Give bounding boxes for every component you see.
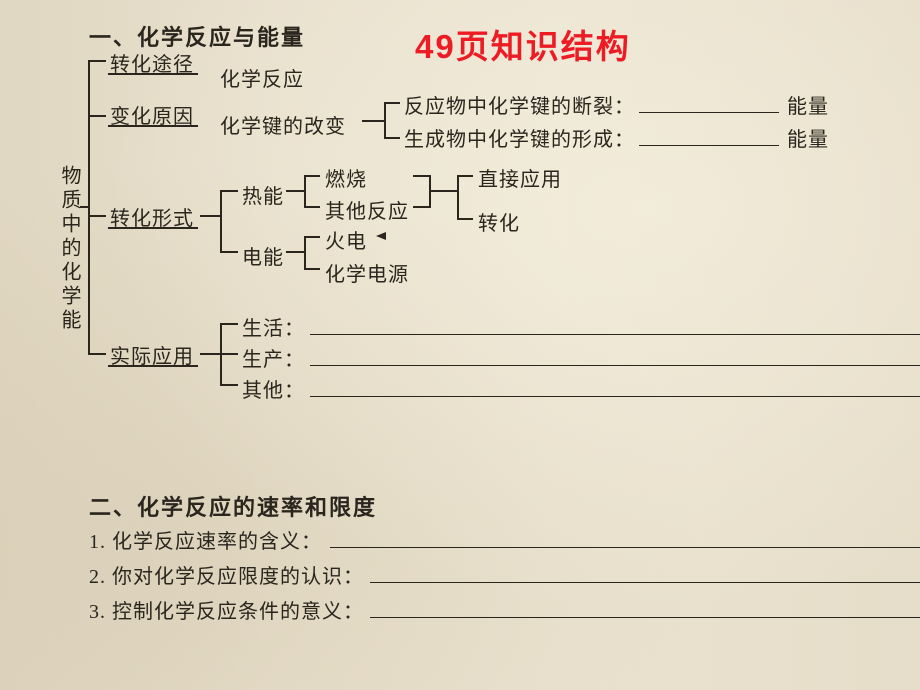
b3-conv: 转化 xyxy=(478,207,520,236)
b3-heat-stub xyxy=(286,190,304,192)
b2-underline xyxy=(108,125,198,127)
b4-prod: 生产： xyxy=(242,343,305,372)
b4-underline xyxy=(108,365,198,367)
b3-elec-t1 xyxy=(304,236,320,238)
b3-brk1-stub xyxy=(200,215,220,217)
b3-comb: 燃烧 xyxy=(325,163,367,192)
b3-right-o2 xyxy=(457,218,473,220)
b3-heat-v xyxy=(304,175,306,208)
section2-title: 二、化学反应的速率和限度 xyxy=(89,490,377,522)
b4-other: 其他： xyxy=(242,374,305,403)
b3-heat-t2 xyxy=(304,206,320,208)
b2-sub1: 反应物中化学键的断裂： 能量 xyxy=(404,90,829,119)
b3-elec-v xyxy=(304,236,306,270)
b3-chem: 化学电源 xyxy=(325,258,409,287)
b1-underline xyxy=(108,73,198,75)
b4-brk-t2 xyxy=(220,353,238,355)
b4-brk-stub xyxy=(200,353,220,355)
s2-q1: 1. 化学反应速率的含义： xyxy=(89,525,322,554)
blank-icon xyxy=(639,112,779,113)
b3-brk1-t1 xyxy=(220,190,238,192)
b3-heat: 热能 xyxy=(242,180,284,209)
b2-sub1-text: 反应物中化学键的断裂： xyxy=(404,96,635,118)
s2-q2: 2. 你对化学反应限度的认识： xyxy=(89,560,364,589)
b1-leaf: 化学反应 xyxy=(220,63,304,92)
arrow-left-icon xyxy=(376,232,386,240)
blank-icon xyxy=(639,145,779,146)
s2-q1-blank xyxy=(330,547,920,548)
b2-leaf: 化学键的改变 xyxy=(220,110,346,139)
b2-sub2-tail: 能量 xyxy=(787,129,829,151)
tick-b3 xyxy=(88,215,106,217)
b3-elec-t2 xyxy=(304,268,320,270)
b4-blank3 xyxy=(310,396,920,397)
tick-b1 xyxy=(88,60,106,62)
b4-life: 生活： xyxy=(242,312,305,341)
b3-right-o1 xyxy=(457,175,473,177)
b2-bracket-stub xyxy=(362,120,384,122)
overlay-title: 49页知识结构 xyxy=(415,20,631,68)
b3-right-v2 xyxy=(457,175,459,220)
b3-brk1-v xyxy=(220,190,222,253)
root-spine xyxy=(88,60,90,355)
b3-right-t2 xyxy=(413,206,429,208)
s2-q3-blank xyxy=(370,617,920,618)
root-stub xyxy=(80,206,88,208)
b3-underline xyxy=(108,227,198,229)
b3-other: 其他反应 xyxy=(325,195,409,224)
b3-fire: 火电 xyxy=(325,225,367,254)
b3-direct: 直接应用 xyxy=(478,163,562,192)
tick-b2 xyxy=(88,115,106,117)
b3-heat-t1 xyxy=(304,175,320,177)
b2-sub1-tail: 能量 xyxy=(787,96,829,118)
b4-blank1 xyxy=(310,334,920,335)
b3-elec: 电能 xyxy=(242,241,284,270)
b4-brk-t3 xyxy=(220,384,238,386)
b4-brk-t1 xyxy=(220,323,238,325)
b2-sub2-text: 生成物中化学键的形成： xyxy=(404,129,635,151)
b2-bracket-v xyxy=(384,102,386,139)
b3-elec-stub xyxy=(286,251,304,253)
b2-bracket-t1 xyxy=(384,102,400,104)
b3-right-stub xyxy=(429,190,457,192)
s2-q3: 3. 控制化学反应条件的意义： xyxy=(89,595,364,624)
b4-blank2 xyxy=(310,365,920,366)
b2-sub2: 生成物中化学键的形成： 能量 xyxy=(404,123,829,152)
b3-brk1-t2 xyxy=(220,251,238,253)
root-label: 物质中的化学能 xyxy=(57,165,81,333)
b3-right-t1 xyxy=(413,175,429,177)
tick-b4 xyxy=(88,353,106,355)
b2-bracket-t2 xyxy=(384,137,400,139)
s2-q2-blank xyxy=(370,582,920,583)
